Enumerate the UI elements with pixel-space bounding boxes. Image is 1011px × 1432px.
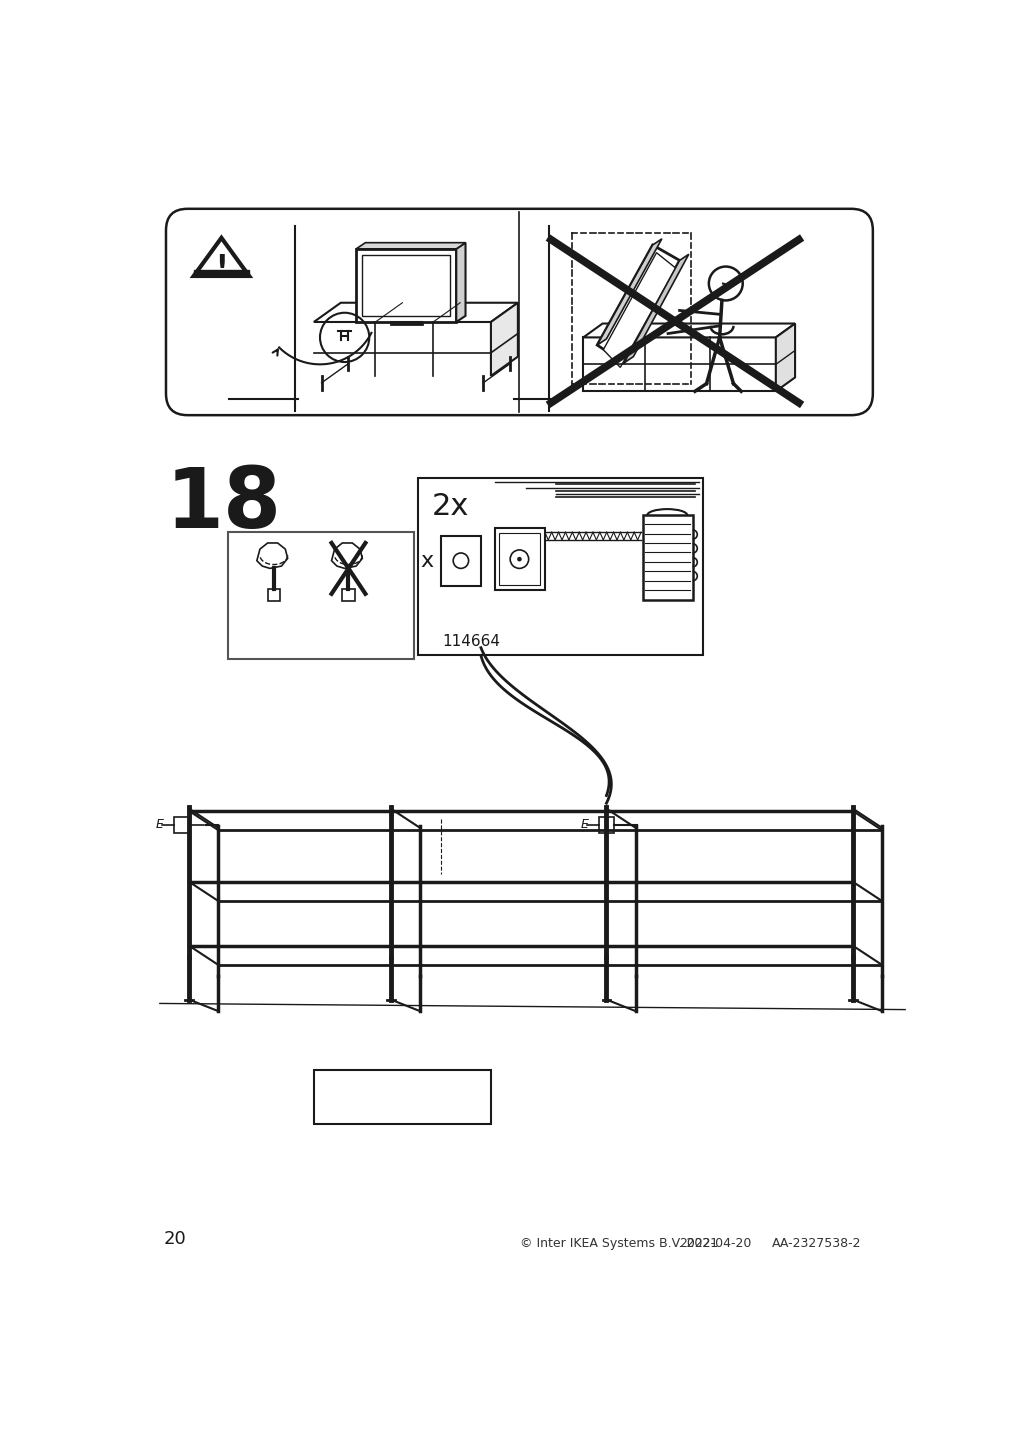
Text: x: x <box>420 551 433 571</box>
Text: 114664: 114664 <box>442 634 500 649</box>
Bar <box>342 589 354 601</box>
Polygon shape <box>596 239 661 345</box>
Bar <box>498 533 540 586</box>
Polygon shape <box>603 252 675 368</box>
Bar <box>174 818 189 832</box>
Text: 2022-04-20: 2022-04-20 <box>679 1237 751 1250</box>
Polygon shape <box>313 1071 490 1124</box>
Bar <box>599 818 614 832</box>
Polygon shape <box>313 302 518 322</box>
Polygon shape <box>257 543 287 569</box>
Polygon shape <box>356 249 456 322</box>
Polygon shape <box>193 238 249 276</box>
Bar <box>494 528 544 590</box>
Polygon shape <box>490 302 518 375</box>
Bar <box>441 536 480 586</box>
Polygon shape <box>193 271 249 276</box>
Text: 18: 18 <box>166 464 282 546</box>
Text: AA-2327538-2: AA-2327538-2 <box>771 1237 860 1250</box>
Text: !: ! <box>215 252 227 281</box>
Polygon shape <box>775 324 795 391</box>
Bar <box>267 589 280 601</box>
Bar <box>642 516 692 600</box>
Polygon shape <box>456 242 465 322</box>
Bar <box>227 533 413 659</box>
Polygon shape <box>362 255 450 316</box>
Text: 2x: 2x <box>432 493 468 521</box>
Text: 20: 20 <box>164 1230 186 1249</box>
Polygon shape <box>582 324 795 338</box>
Bar <box>418 478 702 656</box>
Polygon shape <box>582 338 775 391</box>
Polygon shape <box>624 255 688 362</box>
Text: E: E <box>580 818 588 832</box>
Polygon shape <box>356 242 465 249</box>
Polygon shape <box>332 543 362 569</box>
Text: E: E <box>156 818 164 832</box>
Polygon shape <box>596 245 679 362</box>
Circle shape <box>708 266 742 301</box>
Circle shape <box>517 557 522 561</box>
Text: © Inter IKEA Systems B.V. 2021: © Inter IKEA Systems B.V. 2021 <box>520 1237 718 1250</box>
